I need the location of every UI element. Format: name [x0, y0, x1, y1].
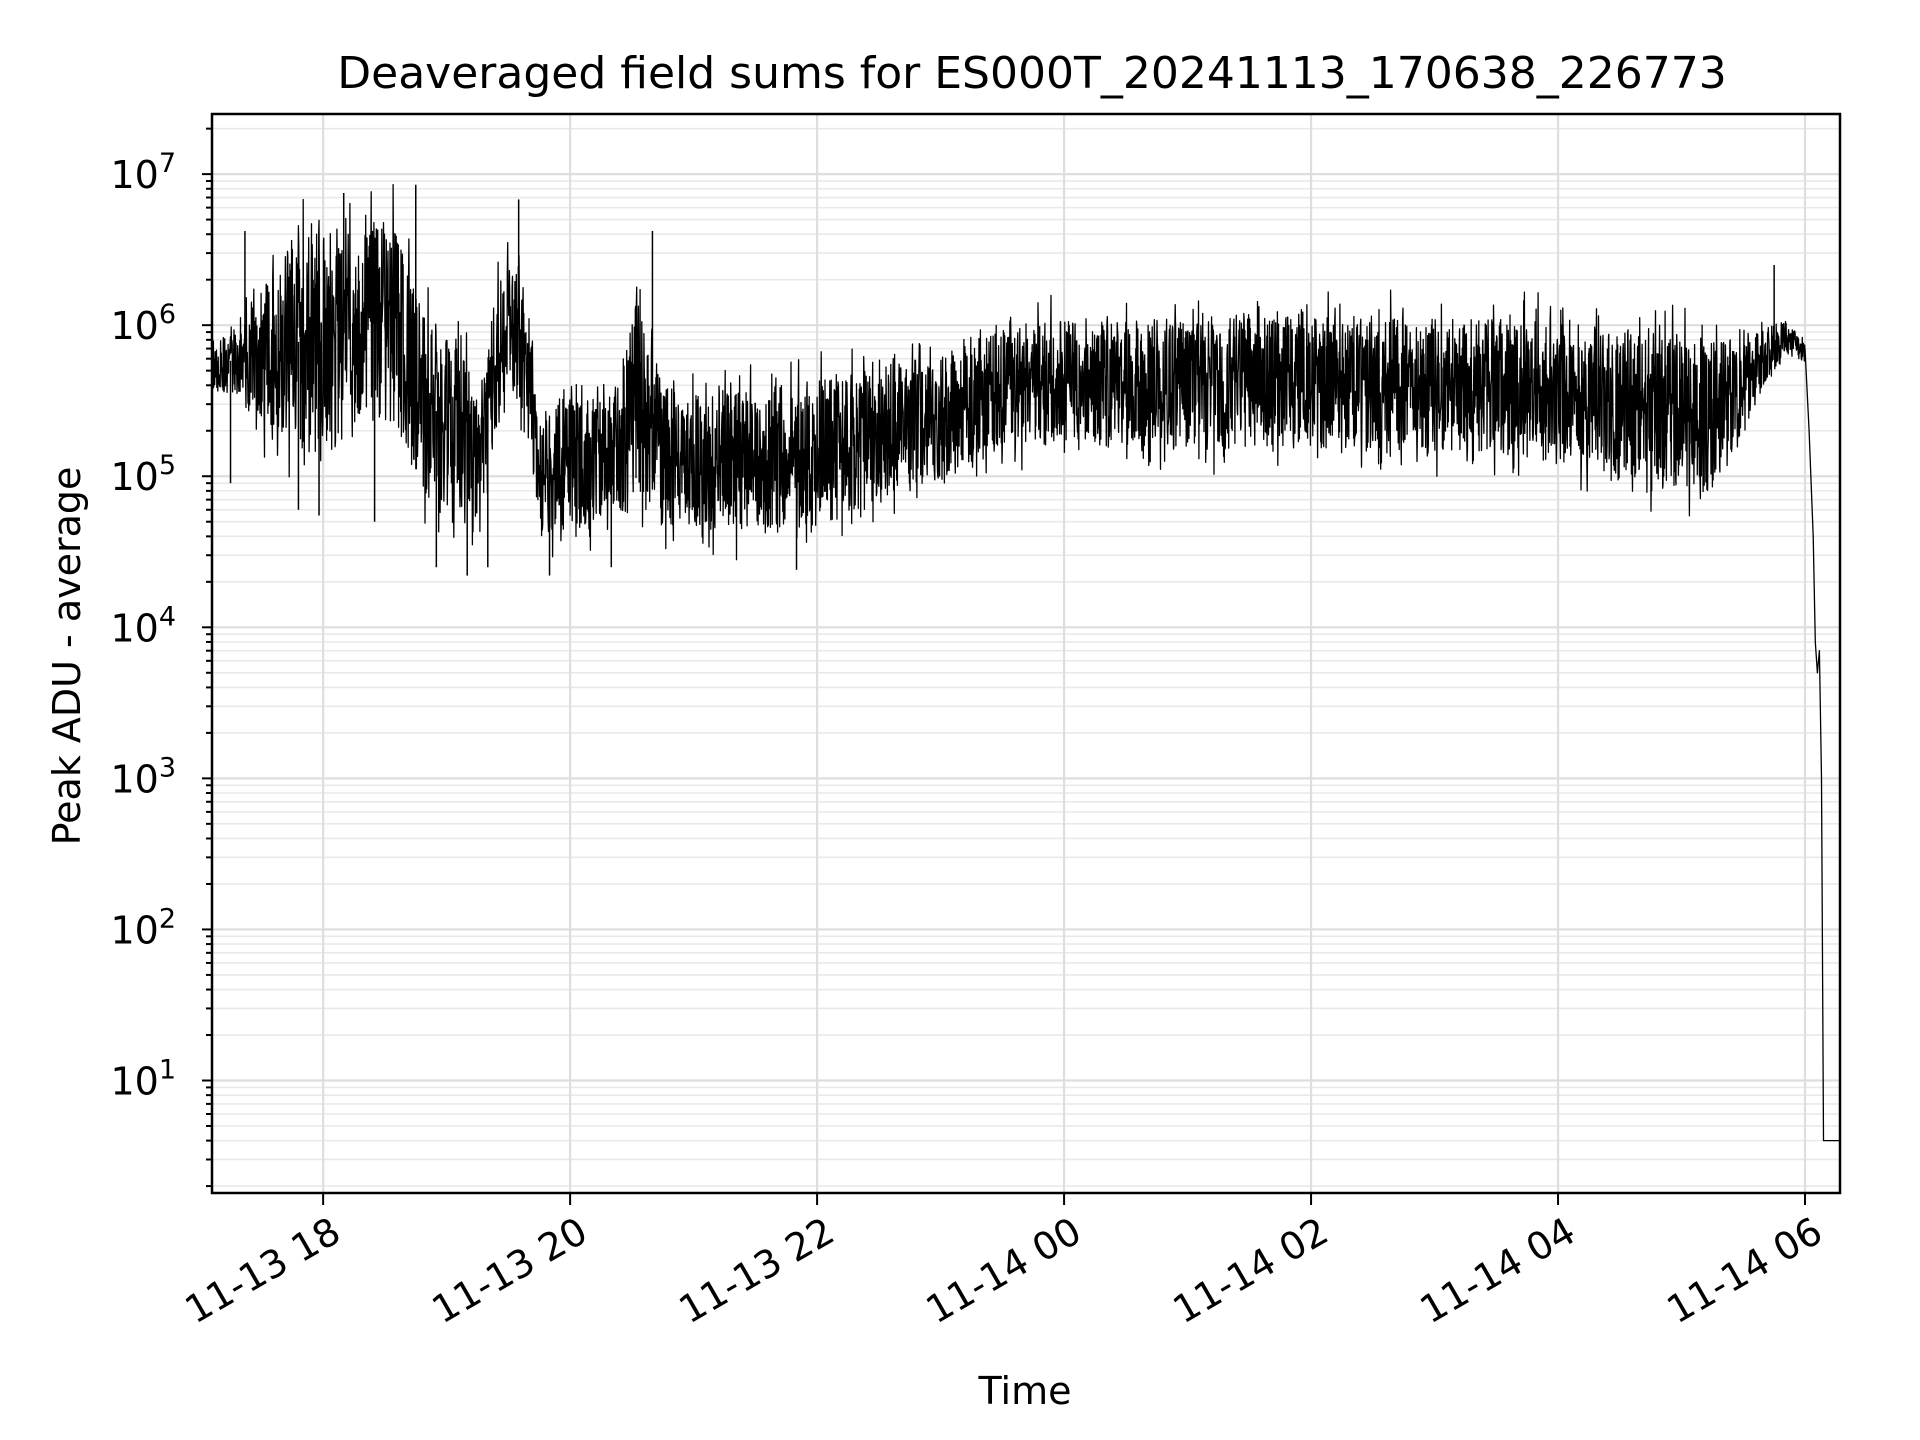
y-tick-label: 107 — [110, 148, 176, 197]
x-tick-label: 11-13 18 — [178, 1209, 348, 1333]
y-axis: 101 102 103 104 105 106 107 — [110, 127, 212, 1188]
plot-frame — [210, 112, 1842, 1195]
series-path — [211, 183, 1840, 1142]
x-tick-label: 11-13 20 — [425, 1209, 595, 1333]
y-tick-label: 105 — [110, 450, 176, 499]
x-tick-label: 11-14 04 — [1413, 1209, 1583, 1333]
y-tick-label: 104 — [110, 601, 176, 650]
x-tick-label: 11-14 00 — [919, 1209, 1089, 1333]
chart-title: Deaveraged field sums for ES000T_2024111… — [337, 48, 1726, 99]
y-tick-label: 106 — [110, 299, 176, 348]
series-line — [211, 183, 1840, 1142]
y-tick-label: 102 — [110, 903, 176, 952]
y-tick-label: 101 — [110, 1054, 176, 1103]
x-axis-label: Time — [978, 1369, 1072, 1413]
x-axis: 11-13 18 11-13 20 11-13 22 11-14 00 11-14 02… — [178, 1193, 1830, 1332]
y-axis-label: Peak ADU - average — [45, 467, 89, 846]
x-tick-label: 11-13 22 — [672, 1209, 842, 1333]
grid — [212, 114, 1840, 1193]
y-tick-label: 103 — [110, 752, 176, 801]
x-tick-label: 11-14 02 — [1166, 1209, 1336, 1333]
x-tick-label: 11-14 06 — [1660, 1209, 1830, 1333]
